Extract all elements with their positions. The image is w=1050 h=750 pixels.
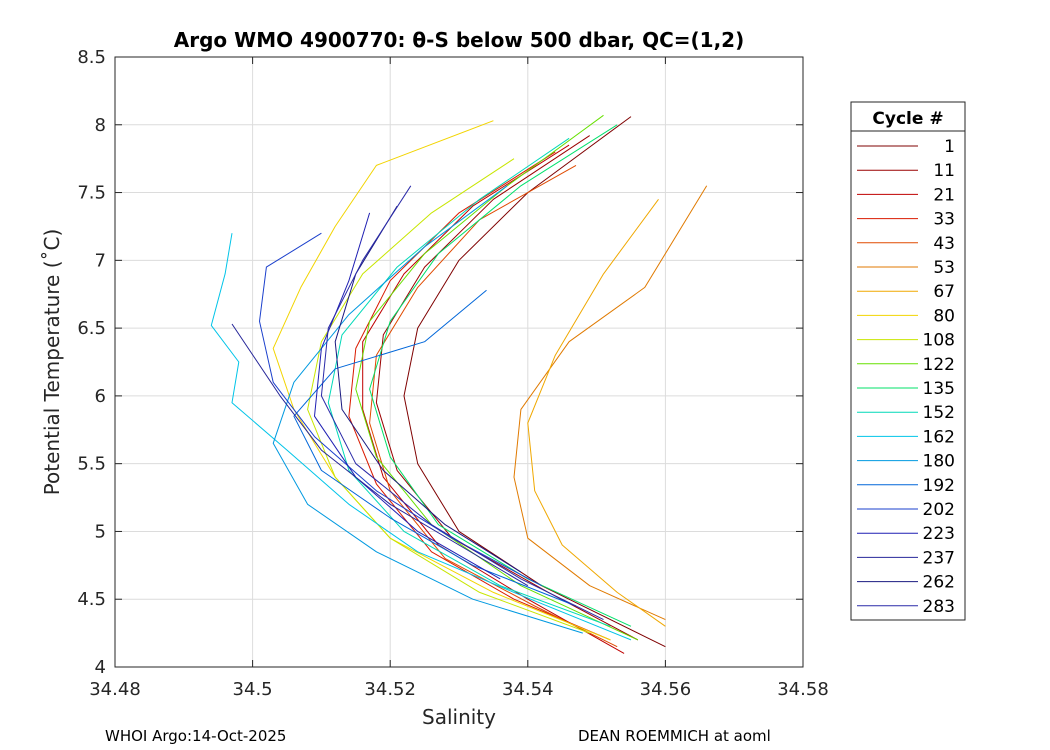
series-line-cycle-192 <box>293 289 577 607</box>
legend-label-cycle-80: 80 <box>933 306 955 326</box>
series-line-cycle-283 <box>320 185 604 621</box>
legend-label-cycle-283: 283 <box>923 597 955 617</box>
x-tick-label: 34.5 <box>233 679 273 700</box>
y-tick-label: 5 <box>95 521 106 542</box>
series-line-cycle-80 <box>272 120 611 641</box>
legend-label-cycle-135: 135 <box>923 379 955 399</box>
legend: Cycle # 11121334353678010812213515216218… <box>850 101 966 621</box>
legend-label-cycle-180: 180 <box>923 452 955 472</box>
y-tick-label: 5.5 <box>77 454 106 475</box>
x-tick-label: 34.54 <box>502 679 554 700</box>
series-line-cycle-237 <box>231 323 529 587</box>
legend-label-cycle-122: 122 <box>923 355 955 375</box>
legend-items: 1112133435367801081221351521621801922022… <box>857 137 955 617</box>
series-line-cycle-43 <box>369 164 618 648</box>
legend-label-cycle-1: 1 <box>944 137 955 157</box>
series-line-cycle-53 <box>513 185 708 621</box>
x-tick-label: 34.58 <box>777 679 829 700</box>
legend-label-cycle-33: 33 <box>933 210 955 230</box>
legend-label-cycle-43: 43 <box>933 234 955 254</box>
x-tick-label: 34.52 <box>364 679 416 700</box>
legend-label-cycle-108: 108 <box>923 331 955 351</box>
legend-label-cycle-237: 237 <box>923 548 955 568</box>
legend-title: Cycle # <box>872 109 943 129</box>
series-line-cycle-11 <box>375 135 639 641</box>
x-tick-label: 34.48 <box>89 679 141 700</box>
series-line-cycle-162 <box>210 233 632 641</box>
series-line-cycle-135 <box>369 124 632 627</box>
legend-label-cycle-152: 152 <box>923 403 955 423</box>
series-line-cycle-180 <box>272 185 583 634</box>
series-line-cycle-152 <box>327 137 611 627</box>
footer-operator: DEAN ROEMMICH at aoml <box>578 727 771 745</box>
series-line-cycle-202 <box>259 232 542 587</box>
axis-ticks: 34.48 34.5 34.52 34.54 34.56 34.58 4 4.5 5 5.5 6 6.… <box>77 47 828 700</box>
footer-date: WHOI Argo:14-Oct-2025 <box>105 727 286 745</box>
legend-label-cycle-11: 11 <box>933 161 955 181</box>
y-axis-label: Potential Temperature (˚C) <box>40 229 64 496</box>
y-tick-label: 7.5 <box>77 183 106 204</box>
series-line-cycle-108 <box>307 158 590 634</box>
legend-label-cycle-53: 53 <box>933 258 955 278</box>
y-tick-label: 6.5 <box>77 318 106 339</box>
x-axis-label: Salinity <box>422 705 496 729</box>
y-tick-label: 7 <box>95 250 106 271</box>
y-tick-label: 8 <box>95 115 106 136</box>
legend-label-cycle-21: 21 <box>933 185 955 205</box>
series-line-cycle-223 <box>314 212 501 580</box>
legend-label-cycle-192: 192 <box>923 476 955 496</box>
plot-area <box>115 57 803 667</box>
data-lines <box>210 114 708 654</box>
legend-label-cycle-262: 262 <box>923 573 955 593</box>
x-tick-label: 34.56 <box>640 679 692 700</box>
y-tick-label: 4 <box>95 657 106 678</box>
legend-label-cycle-202: 202 <box>923 500 955 520</box>
y-tick-label: 4.5 <box>77 589 106 610</box>
chart-title: Argo WMO 4900770: θ-S below 500 dbar, QC… <box>174 28 744 52</box>
y-tick-label: 8.5 <box>77 47 106 68</box>
plot-frame <box>114 56 804 668</box>
legend-label-cycle-162: 162 <box>923 427 955 447</box>
y-tick-label: 6 <box>95 386 106 407</box>
legend-label-cycle-67: 67 <box>933 282 955 302</box>
series-line-cycle-122 <box>355 114 639 641</box>
series-line-cycle-67 <box>527 199 666 627</box>
legend-label-cycle-223: 223 <box>923 524 955 544</box>
